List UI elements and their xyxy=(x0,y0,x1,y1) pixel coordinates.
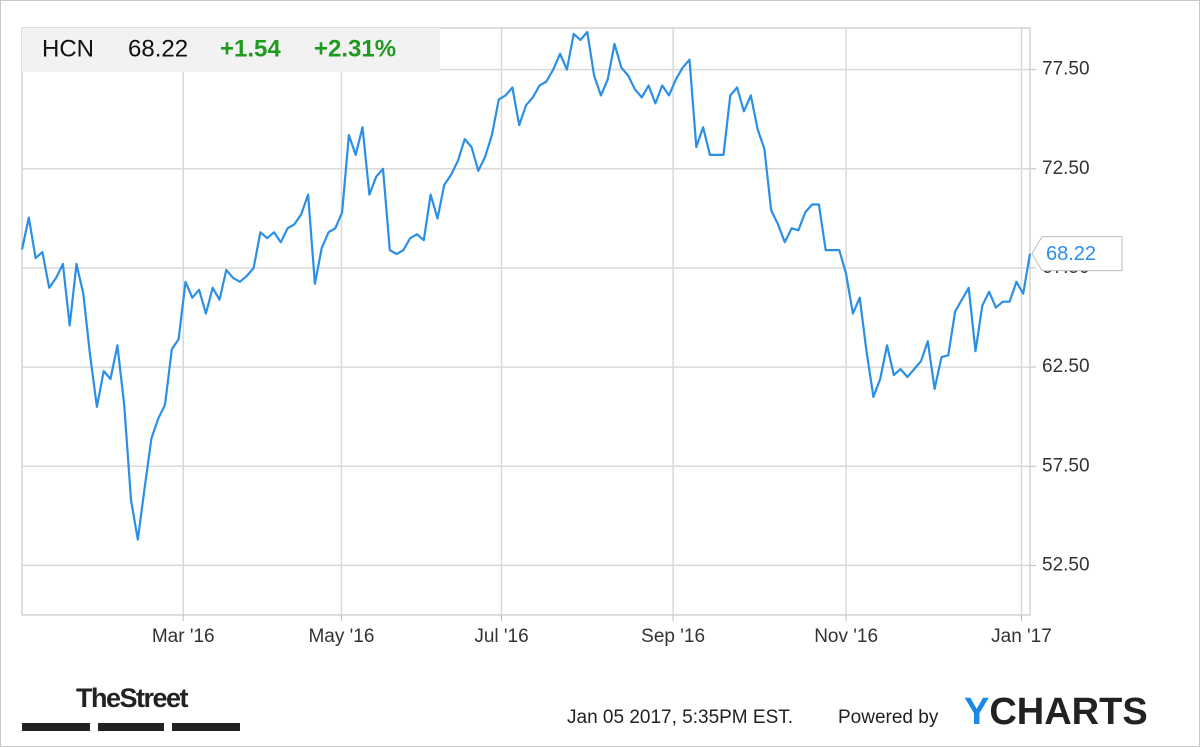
grid xyxy=(22,28,1030,615)
plot xyxy=(20,30,1032,541)
x-tick-label: May '16 xyxy=(308,626,374,647)
x-tick-label: Jul '16 xyxy=(474,626,528,647)
symbol: HCN xyxy=(42,35,94,62)
brand-bar xyxy=(98,723,164,731)
plot-area xyxy=(21,27,1031,616)
x-tick-label: Mar '16 xyxy=(152,626,215,647)
header-box xyxy=(22,28,440,72)
price: 68.22 xyxy=(128,35,188,62)
y-tick-label: 77.50 xyxy=(1042,59,1090,80)
price-line xyxy=(20,30,1032,541)
brand-bar xyxy=(172,723,240,731)
last-price-label: 68.22 xyxy=(1046,243,1096,265)
y-tick-label: 72.50 xyxy=(1042,158,1090,179)
last-price-flag xyxy=(1031,236,1123,272)
logo-rest: CHARTS xyxy=(989,691,1147,733)
logo-y: Y xyxy=(964,691,989,733)
brand-bar xyxy=(22,723,90,731)
x-tick-label: Sep '16 xyxy=(641,626,705,647)
timestamp: Jan 05 2017, 5:35PM EST. xyxy=(567,707,793,728)
brand: TheStreet xyxy=(76,683,189,713)
change-pct: +2.31% xyxy=(314,35,396,62)
y-tick-label: 62.50 xyxy=(1042,356,1090,377)
y-tick-label: 57.50 xyxy=(1042,455,1090,476)
ycharts-logo: YCHARTS xyxy=(964,691,1148,733)
powered-by: Powered by xyxy=(838,707,939,728)
x-tick-label: Jan '17 xyxy=(991,626,1052,647)
y-tick-label: 52.50 xyxy=(1042,554,1090,575)
x-tick-label: Nov '16 xyxy=(814,626,878,647)
change: +1.54 xyxy=(220,35,281,62)
